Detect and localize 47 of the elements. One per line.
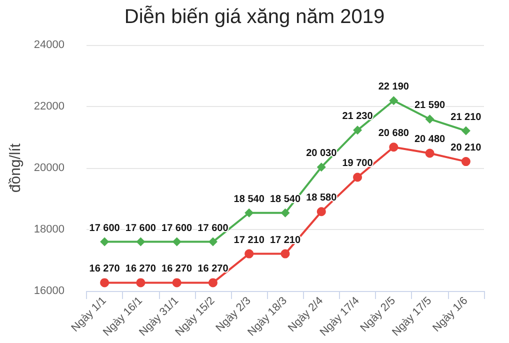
point	[389, 96, 398, 106]
point	[461, 126, 470, 136]
point	[172, 278, 182, 288]
data-label: 17 600	[198, 222, 229, 234]
y-axis-title: đồng/lít	[7, 142, 24, 193]
data-label: 17 600	[162, 222, 193, 234]
point	[136, 278, 146, 288]
data-label: 16 270	[162, 264, 193, 275]
point	[100, 237, 110, 246]
data-label: 16 270	[89, 264, 120, 275]
y-tick-label: 22000	[34, 100, 64, 112]
data-label: 22 190	[378, 82, 410, 93]
data-label: 17 600	[125, 222, 156, 234]
point	[353, 126, 362, 135]
point	[425, 148, 434, 158]
point	[280, 249, 290, 258]
data-label: 21 590	[414, 100, 446, 112]
point	[461, 157, 470, 166]
y-tick-label: 20000	[34, 162, 64, 174]
data-label: 20 210	[450, 142, 482, 154]
chart-title: Diễn biến giá xăng năm 2019	[124, 5, 385, 28]
point	[280, 208, 290, 218]
point	[208, 237, 218, 246]
data-label: 20 680	[378, 128, 410, 140]
data-label: 16 270	[125, 264, 156, 275]
point	[100, 278, 110, 288]
y-tick-label: 16000	[34, 285, 64, 297]
y-tick-label: 24000	[34, 39, 64, 51]
point	[316, 162, 326, 172]
point	[172, 237, 182, 246]
data-label: 20 480	[414, 134, 446, 146]
point	[353, 172, 362, 182]
data-label: 19 700	[342, 158, 374, 170]
data-label: 21 230	[342, 111, 374, 122]
data-label: 16 270	[198, 264, 229, 275]
point	[244, 249, 254, 258]
point	[389, 142, 398, 152]
point	[316, 207, 326, 216]
data-label: 17 210	[234, 234, 265, 246]
point	[208, 278, 218, 288]
data-label: 21 210	[450, 112, 482, 123]
y-tick-label: 18000	[34, 224, 64, 236]
point	[425, 114, 434, 124]
point	[136, 237, 146, 246]
point	[244, 208, 254, 218]
data-label: 18 540	[234, 194, 265, 205]
data-label: 17 600	[89, 222, 120, 234]
